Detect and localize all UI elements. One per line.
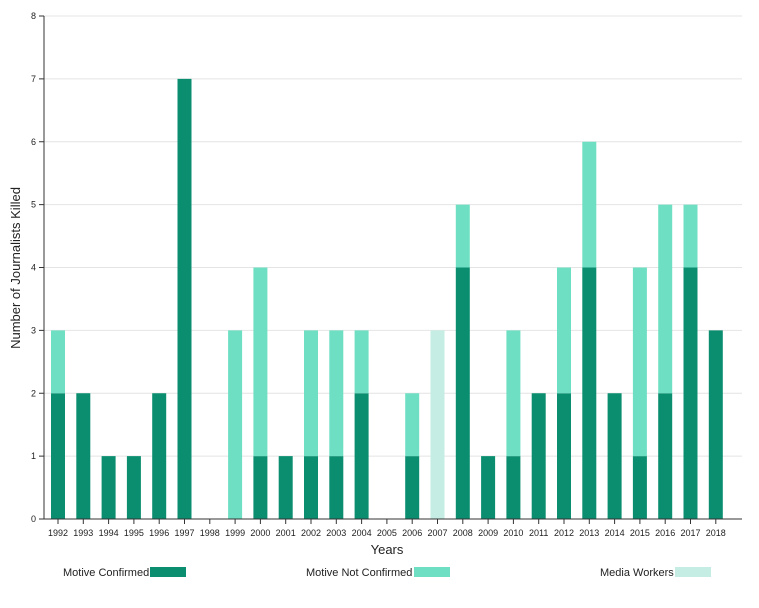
y-tick-label: 6 bbox=[31, 137, 36, 147]
bar-segment-2017-motive-confirmed bbox=[683, 267, 698, 519]
y-tick-label: 2 bbox=[31, 388, 36, 398]
x-tick-label: 1999 bbox=[225, 528, 245, 538]
bar-segment-2015-motive-not-confirmed bbox=[632, 267, 647, 457]
x-tick-label: 1998 bbox=[200, 528, 220, 538]
x-tick-label: 2000 bbox=[250, 528, 270, 538]
y-tick-label: 0 bbox=[31, 514, 36, 524]
x-tick-label: 2001 bbox=[276, 528, 296, 538]
bar-segment-2009-motive-confirmed bbox=[481, 456, 496, 519]
legend-swatch bbox=[150, 567, 186, 577]
bar-segment-2010-motive-not-confirmed bbox=[506, 330, 521, 457]
x-tick-label: 1996 bbox=[149, 528, 169, 538]
y-tick-label: 7 bbox=[31, 74, 36, 84]
y-tick-label: 8 bbox=[31, 11, 36, 21]
bar-segment-1994-motive-confirmed bbox=[101, 456, 116, 519]
bar-segment-2016-motive-not-confirmed bbox=[658, 204, 673, 394]
bar-segment-1996-motive-confirmed bbox=[152, 393, 167, 519]
bar-segment-2003-motive-confirmed bbox=[329, 456, 344, 519]
x-tick-label: 2010 bbox=[503, 528, 523, 538]
bar-segment-1999-motive-not-confirmed bbox=[228, 330, 243, 519]
x-tick-label: 2018 bbox=[706, 528, 726, 538]
x-tick-label: 2013 bbox=[579, 528, 599, 538]
bar-segment-2001-motive-confirmed bbox=[278, 456, 293, 519]
bar-segment-2015-motive-confirmed bbox=[632, 456, 647, 519]
bar-segment-2018-motive-confirmed bbox=[708, 330, 723, 519]
bar-segment-1992-motive-not-confirmed bbox=[51, 330, 65, 394]
y-tick-label: 5 bbox=[31, 200, 36, 210]
bar-segment-1995-motive-confirmed bbox=[126, 456, 141, 519]
bar-segment-2006-motive-not-confirmed bbox=[405, 393, 420, 457]
legend-label: Media Workers bbox=[600, 567, 674, 579]
bar-segment-2000-motive-confirmed bbox=[253, 456, 268, 519]
bar-segment-2011-motive-confirmed bbox=[531, 393, 546, 519]
axes bbox=[39, 15, 742, 524]
bar-segment-2002-motive-not-confirmed bbox=[304, 330, 318, 457]
legend: Motive Confirmed Motive Not Confirmed Medi… bbox=[63, 567, 711, 579]
x-tick-label: 1993 bbox=[73, 528, 93, 538]
x-tick-label: 2014 bbox=[605, 528, 625, 538]
bar-segment-2006-motive-confirmed bbox=[405, 456, 420, 519]
y-tick-label: 1 bbox=[31, 451, 36, 461]
bar-segment-2002-motive-confirmed bbox=[304, 456, 318, 519]
x-tick-label: 2005 bbox=[377, 528, 397, 538]
x-tick-label: 1995 bbox=[124, 528, 144, 538]
bar-segment-2016-motive-confirmed bbox=[658, 393, 673, 519]
legend-label: Motive Not Confirmed bbox=[306, 567, 412, 579]
x-tick-label: 2007 bbox=[427, 528, 447, 538]
x-tick-label: 2006 bbox=[402, 528, 422, 538]
bar-segment-2000-motive-not-confirmed bbox=[253, 267, 268, 457]
x-tick-label: 2009 bbox=[478, 528, 498, 538]
y-tick-label: 4 bbox=[31, 263, 36, 273]
bar-segment-2010-motive-confirmed bbox=[506, 456, 521, 519]
legend-swatch bbox=[414, 567, 450, 577]
x-tick-label: 2003 bbox=[326, 528, 346, 538]
bar-segment-2007-media-workers bbox=[430, 330, 445, 519]
x-tick-label: 2011 bbox=[529, 528, 548, 538]
x-tick-label: 2015 bbox=[630, 528, 650, 538]
x-tick-label: 1992 bbox=[48, 528, 68, 538]
bar-segment-2012-motive-not-confirmed bbox=[557, 267, 571, 394]
bar-segment-2013-motive-not-confirmed bbox=[582, 141, 597, 268]
x-tick-label: 1994 bbox=[99, 528, 119, 538]
bar-segment-2004-motive-confirmed bbox=[354, 393, 369, 519]
bar-segment-2003-motive-not-confirmed bbox=[329, 330, 344, 457]
tick-labels: 0 1 2 3 4 5 6 7 8 1992 1993 1994 1995 1996 1997 1998 199… bbox=[31, 11, 726, 538]
bar-segment-2004-motive-not-confirmed bbox=[354, 330, 369, 394]
bar-segment-1993-motive-confirmed bbox=[76, 393, 91, 519]
bar-segment-2014-motive-confirmed bbox=[607, 393, 622, 519]
x-tick-label: 2008 bbox=[453, 528, 473, 538]
bars bbox=[51, 78, 723, 519]
bar-segment-2017-motive-not-confirmed bbox=[683, 204, 698, 268]
x-axis-title: Years bbox=[371, 542, 404, 557]
legend-label: Motive Confirmed bbox=[63, 567, 149, 579]
bar-segment-1997-motive-confirmed bbox=[177, 78, 192, 519]
bar-segment-2008-motive-confirmed bbox=[455, 267, 470, 519]
legend-swatch bbox=[675, 567, 711, 577]
x-tick-label: 2004 bbox=[352, 528, 372, 538]
x-tick-label: 2012 bbox=[554, 528, 574, 538]
x-tick-label: 2016 bbox=[655, 528, 675, 538]
x-tick-label: 1997 bbox=[174, 528, 194, 538]
y-tick-label: 3 bbox=[31, 325, 36, 335]
x-tick-label: 2017 bbox=[680, 528, 700, 538]
bar-segment-2013-motive-confirmed bbox=[582, 267, 597, 519]
bar-segment-2012-motive-confirmed bbox=[557, 393, 571, 519]
x-tick-label: 2002 bbox=[301, 528, 321, 538]
bar-segment-2008-motive-not-confirmed bbox=[455, 204, 470, 268]
y-axis-title: Number of Journalists Killed bbox=[8, 187, 23, 349]
bar-segment-1992-motive-confirmed bbox=[51, 393, 65, 519]
